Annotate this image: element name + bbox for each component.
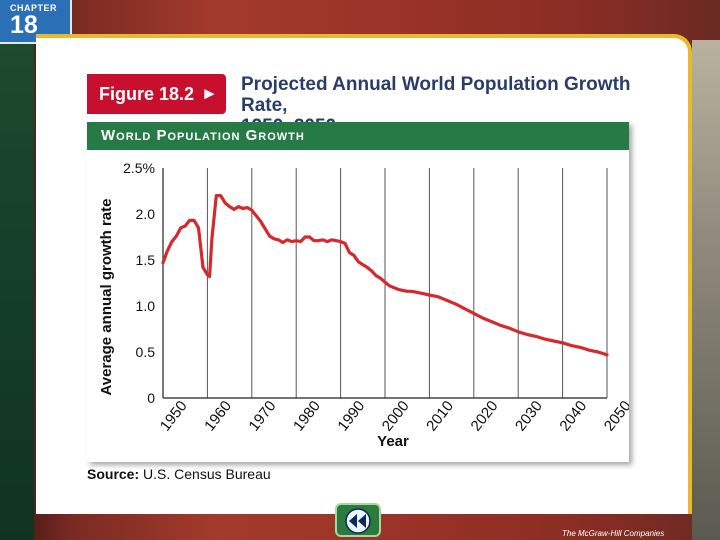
x-tick-label: 2050 — [601, 398, 629, 435]
background-left-strip — [0, 40, 34, 540]
back-button[interactable] — [335, 503, 381, 537]
x-tick-label: 1950 — [157, 398, 191, 435]
y-tick-label: 2.0 — [136, 206, 156, 222]
figure-arrow-icon: ► — [201, 84, 218, 103]
publisher-logo-text: The McGraw-Hill Companies — [562, 529, 665, 538]
x-tick-label: 2040 — [556, 398, 590, 435]
y-tick-label: 1.5 — [136, 252, 156, 268]
x-tick-label: 1970 — [246, 398, 280, 435]
x-tick-label: 2000 — [379, 398, 413, 435]
chapter-word: CHAPTER — [10, 3, 58, 13]
figure-label: Figure 18.2 — [87, 74, 226, 114]
y-axis-label: Average annual growth rate — [98, 199, 115, 396]
background-right-strip — [692, 40, 720, 540]
line-chart: 0 0.5 1.0 1.5 2.0 2.5% 1950 1960 1970 1980 1990 200… — [98, 160, 629, 450]
source-line: Source: U.S. Census Bureau — [87, 466, 271, 482]
x-tick-label: 2020 — [468, 398, 502, 435]
rewind-icon — [345, 508, 371, 534]
source-text: U.S. Census Bureau — [143, 466, 271, 482]
x-tick-label: 1980 — [290, 398, 324, 435]
figure-title-line1: Projected Annual World Population Growth… — [241, 74, 631, 116]
chart-card: World Population Growth — [87, 122, 629, 462]
series-line — [161, 193, 609, 357]
x-tick-label: 1990 — [334, 398, 368, 435]
x-tick-label: 2010 — [423, 398, 457, 435]
figure-label-text: Figure 18.2 — [99, 84, 195, 104]
y-tick-label: 0.5 — [136, 344, 156, 360]
y-tick-label: 0 — [147, 390, 155, 406]
x-axis-label: Year — [377, 433, 409, 450]
source-label: Source: — [87, 466, 140, 482]
y-tick-label: 1.0 — [136, 298, 156, 314]
chapter-number: 18 — [10, 11, 38, 39]
y-tick-label: 2.5% — [123, 160, 155, 176]
chart-header: World Population Growth — [87, 122, 629, 150]
x-tick-label: 1960 — [201, 398, 235, 435]
chart-header-text: World Population Growth — [101, 127, 305, 144]
x-tick-label: 2030 — [512, 398, 546, 435]
